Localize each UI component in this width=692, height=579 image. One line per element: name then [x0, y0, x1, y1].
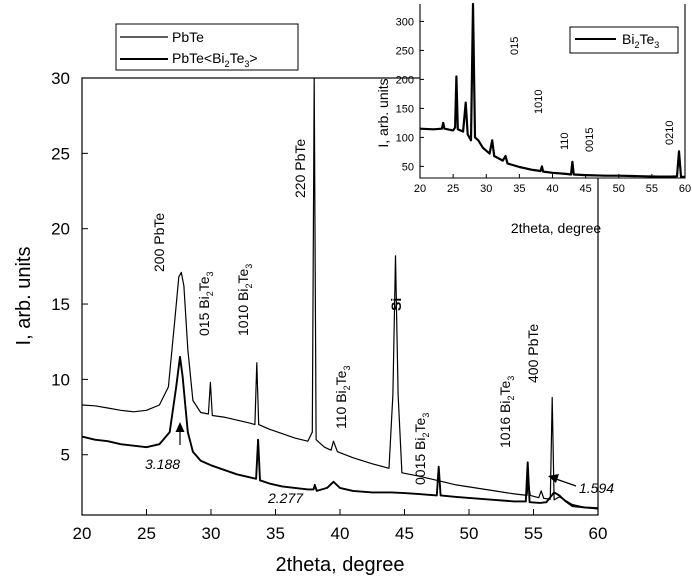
inset-x-tick-label: 40: [546, 183, 558, 195]
main-y-tick-label: 15: [51, 295, 70, 314]
arrow-3188-head: [175, 422, 185, 432]
main-x-axis-label: 2theta, degree: [276, 554, 405, 576]
main-series-1-line: [81, 77, 599, 510]
main-x-tick-label: 55: [524, 524, 543, 543]
main-x-tick-label: 35: [266, 524, 285, 543]
arrow-1594-head: [548, 474, 559, 483]
d-spacing-markers: 3.188 2.277 1.594: [145, 422, 614, 506]
inset-chart: 20 25 30 35 40 45 50 55 60 50 100 150 200 250 300 2the…: [375, 2, 691, 236]
inset-annotation-015: 015: [509, 37, 521, 55]
inset-x-tick-label: 45: [580, 183, 592, 195]
inset-x-tick-label: 20: [414, 183, 426, 195]
inset-x-tick-label: 50: [613, 183, 625, 195]
main-y-tick-label: 10: [51, 370, 70, 389]
main-x-tick-label: 40: [331, 524, 350, 543]
inset-y-tick-label: 50: [402, 161, 414, 173]
annotation-400-pbte: 400 PbTe: [525, 324, 541, 383]
main-legend-box: [115, 23, 299, 71]
inset-series-layer: [419, 2, 685, 178]
inset-series-1-line: [419, 2, 685, 178]
inset-legend: Bi2Te3: [569, 26, 679, 54]
main-ticks: 20 25 30 35 40 45 50 55 60 5 10 15 20 25 30: [51, 69, 607, 543]
legend-label-pbte-bi2te3: PbTe<Bi2Te3>: [172, 50, 258, 69]
main-chart: 20 25 30 35 40 45 50 55 60 5 10 15 20 25 30 2theta, de…: [13, 23, 614, 576]
main-x-tick-label: 30: [202, 524, 221, 543]
inset-y-tick-label: 100: [396, 132, 414, 144]
inset-y-tick-label: 200: [396, 74, 414, 86]
annotation-200-pbte: 200 PbTe: [151, 213, 167, 272]
annotation-110-bi2te3: 110 Bi2Te3: [333, 366, 352, 430]
main-x-tick-label: 45: [395, 524, 414, 543]
main-y-tick-label: 5: [61, 446, 70, 465]
main-x-tick-label: 25: [137, 524, 156, 543]
inset-legend-label-bi2te3: Bi2Te3: [622, 31, 659, 50]
annotation-220-pbte: 220 PbTe: [292, 139, 308, 198]
inset-y-tick-label: 250: [396, 45, 414, 57]
main-x-tick-label: 60: [589, 524, 608, 543]
inset-x-tick-label: 25: [447, 183, 459, 195]
inset-y-tick-label: 150: [396, 103, 414, 115]
inset-annotation-0210: 0210: [664, 121, 676, 145]
arrow-1594-shaft: [555, 478, 577, 487]
d-spacing-2277: 2.277: [267, 490, 304, 506]
annotation-0015-bi2te3: 0015 Bi2Te3: [412, 413, 431, 485]
d-spacing-3188: 3.188: [145, 456, 180, 472]
inset-annotation-1010: 1010: [533, 90, 545, 114]
main-y-axis-label: I, arb. units: [13, 247, 35, 346]
main-y-tick-label: 20: [51, 220, 70, 239]
main-series-2-line: [81, 355, 599, 510]
inset-annotation-110: 110: [559, 132, 571, 150]
inset-ticks: 20 25 30 35 40 45 50 55 60 50 100 150 200 250 300: [396, 16, 691, 195]
inset-y-tick-label: 300: [396, 16, 414, 28]
main-y-tick-label: 30: [51, 69, 70, 88]
inset-x-tick-label: 30: [480, 183, 492, 195]
main-x-tick-label: 20: [73, 524, 92, 543]
annotation-si: Si: [388, 298, 404, 311]
inset-y-axis-label: I, arb. units: [375, 78, 391, 147]
main-y-tick-label: 25: [51, 144, 70, 163]
main-legend: PbTe PbTe<Bi2Te3>: [115, 23, 299, 71]
inset-x-tick-label: 55: [646, 183, 658, 195]
main-x-tick-label: 50: [460, 524, 479, 543]
legend-label-pbte: PbTe: [172, 29, 204, 45]
annotation-1010-bi2te3: 1010 Bi2Te3: [235, 264, 254, 336]
annotation-015-bi2te3: 015 Bi2Te3: [196, 271, 215, 336]
main-series-layer: [81, 77, 599, 510]
main-annotations: 200 PbTe 015 Bi2Te3 1010 Bi2Te3 220 PbTe…: [151, 139, 541, 485]
inset-annotation-0015: 0015: [584, 128, 596, 152]
inset-x-tick-label: 60: [679, 183, 691, 195]
inset-x-tick-label: 35: [513, 183, 525, 195]
inset-annotations: 015 1010 110 0015 0210: [509, 37, 676, 152]
annotation-1016-bi2te3: 1016 Bi2Te3: [497, 376, 516, 448]
inset-x-axis-label: 2theta, degree: [511, 220, 602, 236]
d-spacing-1594: 1.594: [579, 480, 614, 496]
